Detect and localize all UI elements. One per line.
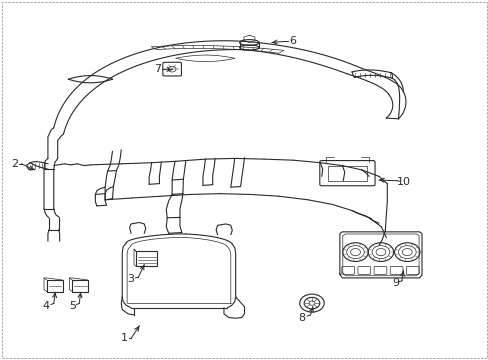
Text: 9: 9 — [392, 278, 399, 288]
Text: 4: 4 — [43, 301, 50, 311]
Text: 1: 1 — [121, 333, 128, 343]
Text: 2: 2 — [11, 159, 18, 169]
Text: 10: 10 — [396, 177, 409, 187]
Text: 3: 3 — [127, 274, 134, 284]
Text: 6: 6 — [288, 36, 295, 46]
Text: 5: 5 — [69, 301, 76, 311]
Text: 8: 8 — [298, 312, 305, 323]
Text: 7: 7 — [154, 64, 161, 74]
